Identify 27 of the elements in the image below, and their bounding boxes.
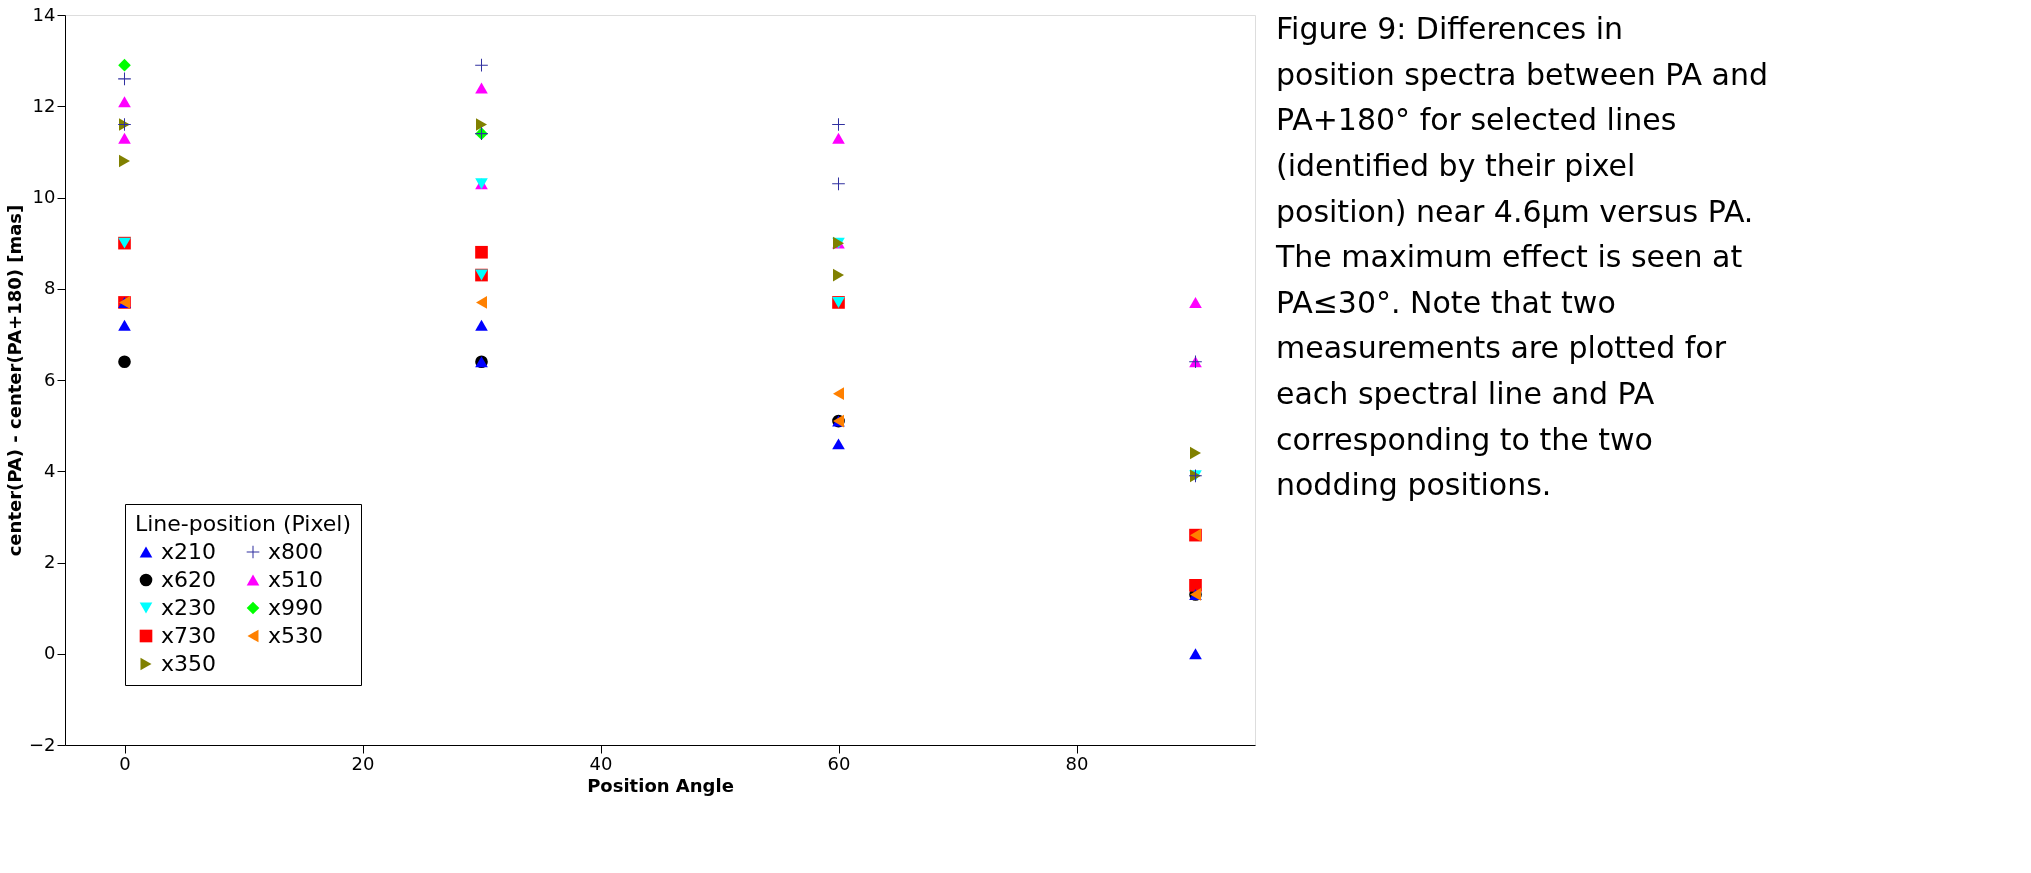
legend-label: x620 bbox=[161, 567, 217, 592]
y-tick-label: 4 bbox=[44, 459, 56, 481]
x-tick-label: 60 bbox=[827, 752, 851, 774]
y-tick-label: 0 bbox=[44, 642, 56, 664]
y-tick-label: 10 bbox=[32, 186, 56, 207]
y-tick-label: −2 bbox=[28, 733, 56, 755]
y-tick-label: 8 bbox=[44, 277, 56, 299]
text: Figure 9: Differences in position spectra between PA and PA+180° for selected lines (identified by their pixel position) near 4.6μm versus PA. The maximum effect is seen at PA≤30°. Note that two measurements are plotted for each spectral line and PA corresponding to the two nodding positions. bbox=[1276, 11, 1768, 503]
y-tick-label: 6 bbox=[44, 368, 56, 390]
y-tick-label: 14 bbox=[32, 3, 56, 25]
x-tick-label: 40 bbox=[589, 752, 613, 774]
y-tick-label: 12 bbox=[32, 94, 56, 116]
legend-title: Line-position (Pixel) bbox=[135, 511, 351, 536]
x-tick-label: 80 bbox=[1065, 752, 1089, 774]
y-axis-title: center(PA) - center(PA+180) [mas] bbox=[3, 204, 25, 557]
x-tick-label: 0 bbox=[119, 752, 131, 774]
legend-label: x800 bbox=[268, 539, 324, 564]
x-tick-label: 20 bbox=[351, 752, 375, 774]
legend-label: x730 bbox=[161, 623, 217, 648]
legend-label: x350 bbox=[161, 651, 217, 676]
legend-label: x230 bbox=[161, 595, 217, 620]
legend-label: x530 bbox=[268, 623, 324, 648]
legend-label: x510 bbox=[268, 567, 324, 592]
legend-label: x990 bbox=[268, 595, 324, 620]
legend-label: x210 bbox=[161, 539, 217, 564]
y-tick-label: 2 bbox=[44, 551, 56, 572]
x-axis-title: Position Angle bbox=[587, 774, 734, 796]
